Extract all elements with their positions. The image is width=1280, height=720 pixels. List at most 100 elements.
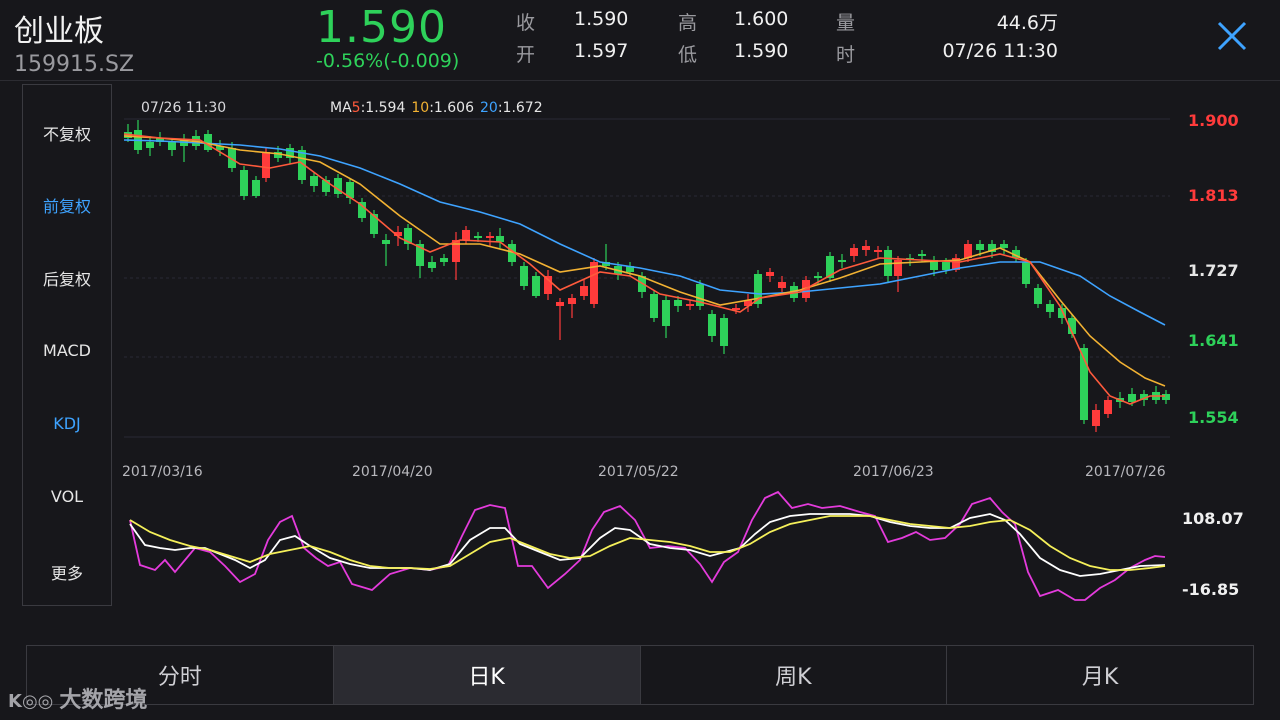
candle-body (416, 244, 424, 266)
candle-body (874, 250, 882, 252)
ma20-value: :1.672 (498, 100, 543, 116)
sidebar-item-macd[interactable]: MACD (43, 341, 91, 360)
candle-body (1080, 348, 1088, 420)
candle-body (322, 180, 330, 192)
kdj-d-line (129, 515, 1166, 571)
candle-body (496, 236, 504, 242)
candle-body (626, 266, 634, 272)
candle-body (720, 318, 728, 346)
candle-body (428, 262, 436, 268)
candle-body (394, 232, 402, 236)
candle-body (838, 260, 846, 262)
chart-time-label: 07/26 11:30 (141, 100, 226, 116)
kdj-tick-bottom: -16.85 (1182, 580, 1239, 599)
ma5-line (123, 133, 1165, 405)
candle-body (168, 142, 176, 150)
stock-code: 159915.SZ (14, 52, 135, 77)
candle-body (156, 138, 164, 142)
sidebar-item-backward-adjust[interactable]: 后复权 (42, 270, 91, 289)
candle-body (814, 276, 822, 278)
candle-body (216, 146, 224, 150)
candle-body (602, 262, 610, 266)
stat-high: 高 1.600 (678, 8, 788, 35)
candle-body (580, 286, 588, 296)
candle-body (1046, 304, 1054, 312)
candle-body (204, 134, 212, 150)
ma-legend: MA5:1.594 10:1.606 20:1.672 (330, 100, 543, 116)
sidebar-item-no-adjust[interactable]: 不复权 (42, 125, 91, 144)
stat-low-label: 低 (678, 44, 698, 66)
stat-open-label: 开 (516, 44, 536, 66)
candle-body (544, 276, 552, 294)
stat-close-value: 1.590 (574, 8, 629, 30)
period-tabs: 分时 日K 周K 月K (26, 645, 1254, 705)
candle-body (674, 300, 682, 306)
candle-body (508, 244, 516, 262)
stat-time: 时 07/26 11:30 (836, 40, 1058, 67)
stat-time-label: 时 (836, 44, 856, 66)
candle-body (650, 294, 658, 318)
candle-body (952, 258, 960, 270)
candle-body (532, 276, 540, 296)
candle-body (1034, 288, 1042, 304)
kdj-tick-top: 108.07 (1182, 509, 1244, 528)
candle-body (696, 284, 704, 306)
candle-body (988, 244, 996, 252)
candle-body (942, 262, 950, 270)
sidebar-item-forward-adjust[interactable]: 前复权 (42, 197, 91, 216)
candle-body (382, 240, 390, 244)
ma20-name: 20 (480, 100, 498, 116)
ma20-line (123, 139, 1166, 326)
price-tick-0: 1.900 (1188, 111, 1239, 130)
sidebar-item-vol[interactable]: VOL (50, 487, 84, 506)
candle-body (744, 300, 752, 306)
stock-name: 创业板 (14, 14, 104, 49)
candle-body (1162, 394, 1170, 400)
stat-low: 低 1.590 (678, 40, 788, 67)
price-tick-4: 1.554 (1188, 408, 1239, 427)
tab-weekly-k[interactable]: 周K (641, 646, 948, 704)
candle-body (556, 302, 564, 306)
stat-time-value: 07/26 11:30 (942, 40, 1058, 62)
candle-body (930, 260, 938, 270)
candle-body (1092, 410, 1100, 426)
stat-open-value: 1.597 (574, 40, 629, 62)
candle-body (404, 228, 412, 244)
candle-body (146, 142, 154, 148)
kline-chart[interactable]: 07/26 11:30 MA5:1.594 10:1.606 20:1.672 1.… (0, 0, 1280, 620)
candle-body (850, 248, 858, 256)
sidebar-item-more[interactable]: 更多 (50, 564, 83, 583)
date-label-3: 2017/06/23 (853, 464, 934, 480)
tab-daily-k[interactable]: 日K (333, 646, 641, 704)
price-tick-1: 1.813 (1188, 186, 1239, 205)
stat-volume-value: 44.6万 (996, 12, 1058, 34)
candle-body (976, 244, 984, 250)
candle-body (826, 256, 834, 278)
price-tick-2: 1.727 (1188, 261, 1239, 280)
tab-intraday[interactable]: 分时 (27, 646, 334, 704)
date-label-0: 2017/03/16 (122, 464, 203, 480)
candle-body (370, 214, 378, 234)
kdj-k-line (129, 513, 1166, 577)
candle-body (918, 254, 926, 256)
stat-volume-label: 量 (836, 12, 856, 34)
candle-body (1140, 394, 1148, 400)
ma10-value: :1.606 (429, 100, 474, 116)
stat-low-value: 1.590 (734, 40, 789, 62)
price-grid (124, 118, 1170, 438)
stat-high-value: 1.600 (734, 8, 789, 30)
date-label-1: 2017/04/20 (352, 464, 433, 480)
ma5-name: 5 (352, 100, 361, 116)
close-icon[interactable] (1214, 18, 1250, 54)
watermark-logo: K◎◎ (8, 691, 54, 712)
header-divider (0, 80, 1280, 81)
sidebar-item-kdj[interactable]: KDJ (53, 414, 81, 433)
watermark-text: 大数跨境 (59, 688, 148, 713)
stat-close: 收 1.590 (516, 8, 628, 35)
tab-monthly-k[interactable]: 月K (1081, 665, 1119, 690)
stat-close-label: 收 (516, 12, 536, 34)
candle-body (452, 240, 460, 262)
watermark: K◎◎ 大数跨境 (8, 682, 147, 714)
candle-body (590, 262, 598, 304)
candle-body (298, 150, 306, 180)
